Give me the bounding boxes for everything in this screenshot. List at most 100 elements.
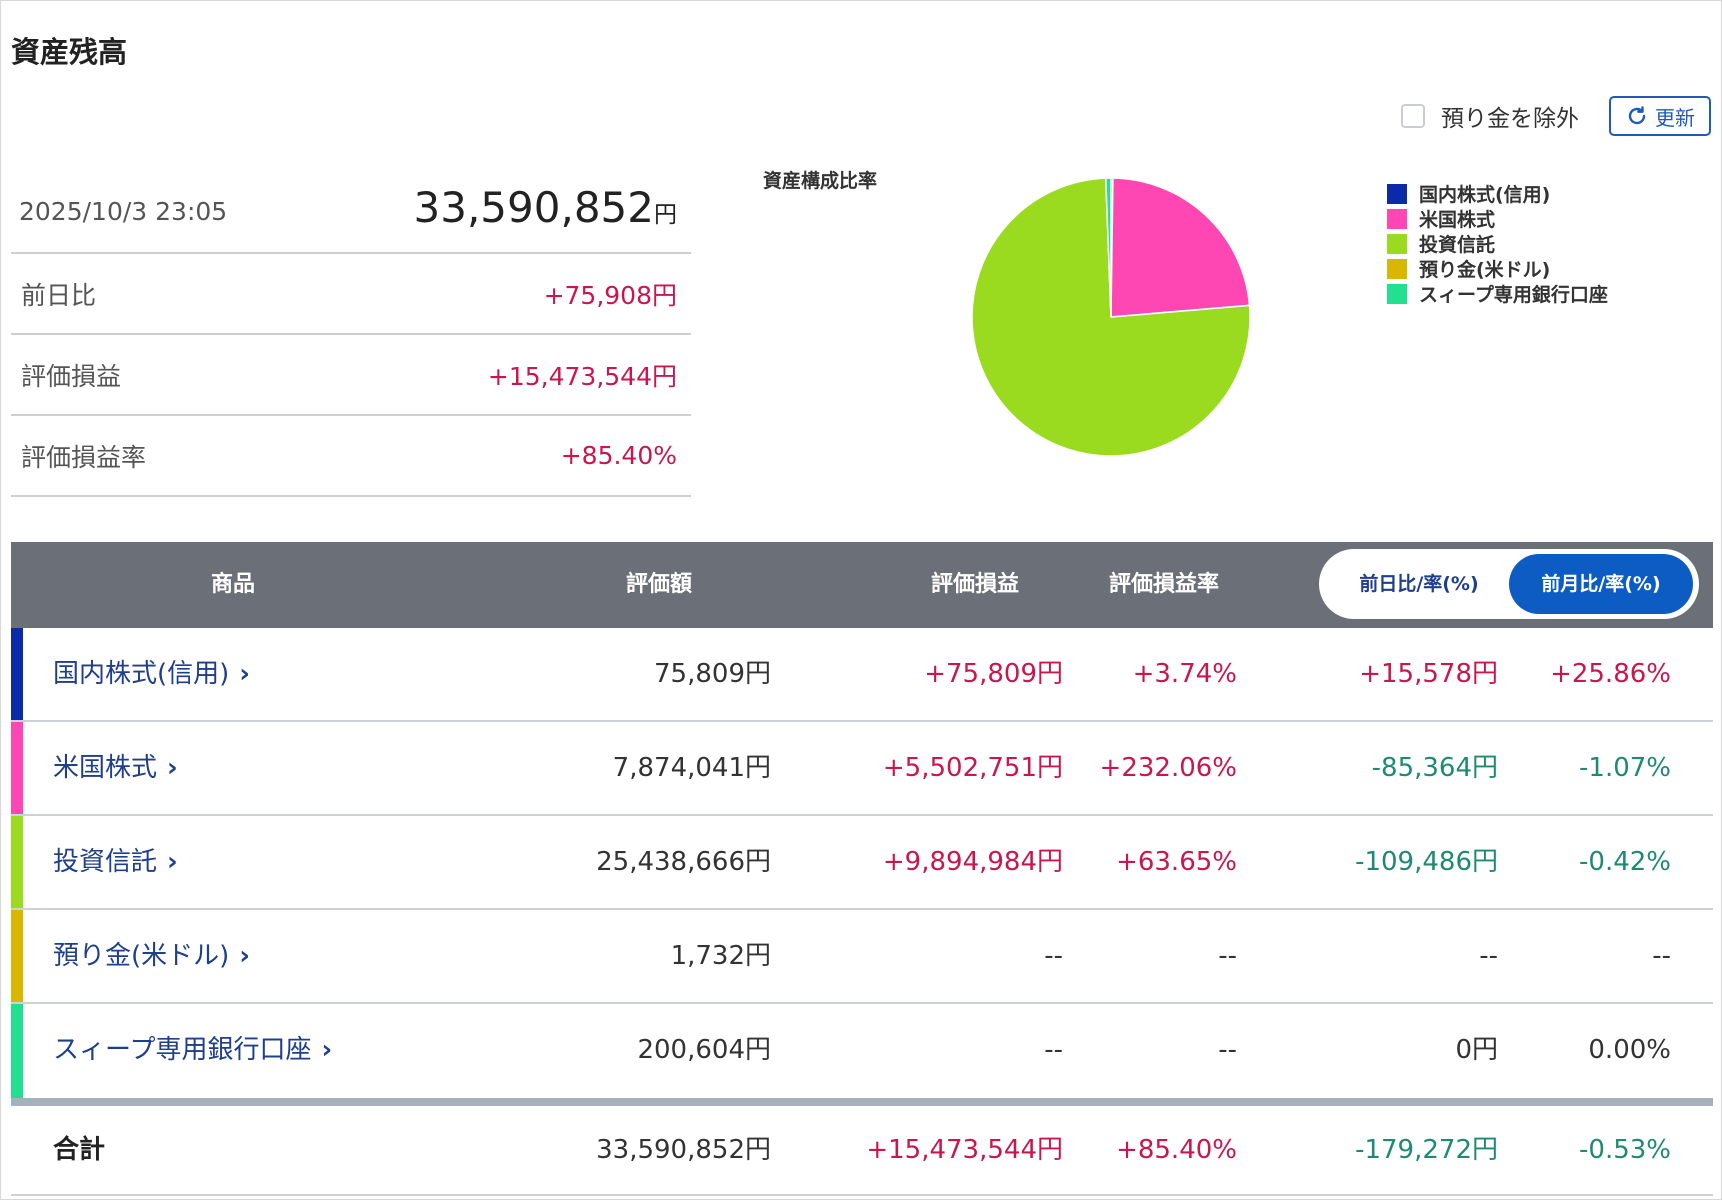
- total-amount: 33,590,852円: [414, 183, 677, 232]
- gain-rate-cell: --: [1218, 941, 1237, 971]
- pie-slice-3: [971, 177, 1251, 457]
- change-rate-cell: 0.00%: [1588, 1035, 1671, 1065]
- total-gain: +15,473,544円: [866, 1135, 1063, 1165]
- legend-label: スィープ専用銀行口座: [1419, 284, 1608, 306]
- row-color-bar: [11, 1004, 23, 1098]
- gain-cell: +9,894,984円: [882, 847, 1063, 877]
- exclude-deposit-label[interactable]: 預り金を除外: [1441, 106, 1579, 132]
- legend-item: 米国株式: [1387, 206, 1608, 231]
- legend-swatch: [1387, 208, 1407, 229]
- chart-title: 資産構成比率: [763, 170, 878, 192]
- change-rate-cell: -0.42%: [1579, 847, 1671, 877]
- total-gain-rate: +85.40%: [1116, 1135, 1237, 1165]
- change-rate-cell: +25.86%: [1550, 659, 1671, 689]
- product-name: 国内株式(信用): [53, 659, 230, 689]
- chevron-right-icon: ›: [239, 659, 251, 689]
- valuation-cell: 25,438,666円: [596, 847, 771, 877]
- legend-item: 投資信託: [1387, 231, 1608, 256]
- legend-swatch: [1387, 283, 1407, 304]
- gain-rate-cell: +63.65%: [1116, 847, 1237, 877]
- legend-swatch: [1387, 258, 1407, 279]
- legend-label: 国内株式(信用): [1419, 184, 1551, 206]
- gain-cell: --: [1044, 1035, 1063, 1065]
- row-color-bar: [11, 722, 23, 814]
- summary-row-gain-rate: 評価損益率 +85.40%: [11, 416, 691, 497]
- refresh-button[interactable]: 更新: [1609, 96, 1711, 136]
- product-link[interactable]: 預り金(米ドル) ›: [53, 910, 250, 1002]
- gain-rate-cell: --: [1218, 1035, 1237, 1065]
- summary-row-unrealized-gain: 評価損益 +15,473,544円: [11, 335, 691, 416]
- toggle-daily-change[interactable]: 前日比/率(%): [1359, 573, 1479, 595]
- header-valuation: 評価額: [626, 572, 693, 597]
- summary-value: +85.40%: [560, 441, 677, 470]
- period-toggle: 前日比/率(%) 前月比/率(%): [1319, 549, 1699, 619]
- product-name: 投資信託: [53, 847, 158, 877]
- total-row: 合計 33,590,852円 +15,473,544円 +85.40% -179…: [11, 1106, 1713, 1196]
- table-row: 預り金(米ドル) › 1,732円 -- -- -- --: [11, 910, 1713, 1004]
- legend-label: 米国株式: [1419, 209, 1496, 231]
- header-product: 商品: [211, 572, 256, 597]
- legend-item: 預り金(米ドル): [1387, 256, 1608, 281]
- change-cell: 0円: [1455, 1035, 1498, 1065]
- valuation-cell: 7,874,041円: [612, 753, 771, 783]
- legend-swatch: [1387, 183, 1407, 204]
- table-row: スィープ専用銀行口座 › 200,604円 -- -- 0円 0.00%: [11, 1004, 1713, 1098]
- product-link[interactable]: 国内株式(信用) ›: [53, 628, 250, 720]
- table-header: 商品 評価額 評価損益 評価損益率 前日比/率(%) 前月比/率(%): [11, 542, 1713, 628]
- pie-slice-2: [1110, 177, 1251, 318]
- gain-cell: --: [1044, 941, 1063, 971]
- chevron-right-icon: ›: [239, 941, 251, 971]
- chart-legend: 国内株式(信用) 米国株式投資信託預り金(米ドル) スィープ専用銀行口座: [1387, 181, 1608, 306]
- valuation-cell: 75,809円: [654, 659, 771, 689]
- chevron-right-icon: ›: [167, 753, 178, 783]
- legend-item: 国内株式(信用): [1387, 181, 1608, 206]
- gain-rate-cell: +3.74%: [1132, 659, 1237, 689]
- header-gain: 評価損益: [931, 572, 1020, 597]
- chevron-right-icon: ›: [167, 847, 178, 877]
- row-color-bar: [11, 816, 23, 908]
- refresh-label: 更新: [1655, 105, 1695, 130]
- product-link[interactable]: スィープ専用銀行口座 ›: [53, 1004, 332, 1096]
- total-divider: [11, 1098, 1713, 1106]
- change-cell: +15,578円: [1359, 659, 1498, 689]
- asset-table: 商品 評価額 評価損益 評価損益率 前日比/率(%) 前月比/率(%) 国内株式…: [11, 542, 1713, 1196]
- product-link[interactable]: 米国株式 ›: [53, 722, 178, 814]
- row-color-bar: [11, 910, 23, 1002]
- refresh-icon: [1628, 106, 1646, 125]
- summary-label: 評価損益率: [21, 442, 147, 472]
- page-title: 資産残高: [11, 35, 128, 69]
- total-label: 合計: [53, 1135, 106, 1165]
- summary-header: 2025/10/3 23:05 33,590,852円: [11, 166, 691, 254]
- legend-label: 投資信託: [1419, 234, 1496, 256]
- product-name: スィープ専用銀行口座: [53, 1035, 312, 1065]
- legend-item: スィープ専用銀行口座: [1387, 281, 1608, 306]
- total-change: -179,272円: [1355, 1135, 1498, 1165]
- valuation-cell: 1,732円: [670, 941, 771, 971]
- total-change-rate: -0.53%: [1579, 1135, 1671, 1165]
- toggle-monthly-change[interactable]: 前月比/率(%): [1509, 554, 1693, 614]
- table-row: 国内株式(信用) › 75,809円 +75,809円 +3.74% +15,57…: [11, 628, 1713, 722]
- summary-datetime: 2025/10/3 23:05: [19, 197, 228, 226]
- summary-label: 評価損益: [21, 361, 122, 391]
- exclude-deposit-checkbox[interactable]: [1401, 104, 1425, 128]
- product-name: 米国株式: [53, 753, 158, 783]
- summary-row-daily-change: 前日比 +75,908円: [11, 254, 691, 335]
- table-row: 投資信託 › 25,438,666円 +9,894,984円 +63.65% -1…: [11, 816, 1713, 910]
- summary-value: +15,473,544円: [487, 361, 677, 391]
- gain-cell: +5,502,751円: [882, 753, 1063, 783]
- table-row: 米国株式 › 7,874,041円 +5,502,751円 +232.06% -8…: [11, 722, 1713, 816]
- gain-cell: +75,809円: [924, 659, 1063, 689]
- change-cell: --: [1479, 941, 1498, 971]
- total-valuation: 33,590,852円: [596, 1135, 771, 1165]
- asset-composition-pie-chart: [971, 177, 1251, 457]
- header-gain-rate: 評価損益率: [1109, 572, 1220, 597]
- change-cell: -109,486円: [1355, 847, 1498, 877]
- change-rate-cell: --: [1652, 941, 1671, 971]
- product-link[interactable]: 投資信託 ›: [53, 816, 178, 908]
- toolbar: 預り金を除外 更新: [1401, 96, 1711, 136]
- total-amount-value: 33,590,852: [413, 183, 654, 232]
- chevron-right-icon: ›: [321, 1035, 333, 1065]
- product-name: 預り金(米ドル): [53, 941, 230, 971]
- legend-label: 預り金(米ドル): [1419, 259, 1551, 281]
